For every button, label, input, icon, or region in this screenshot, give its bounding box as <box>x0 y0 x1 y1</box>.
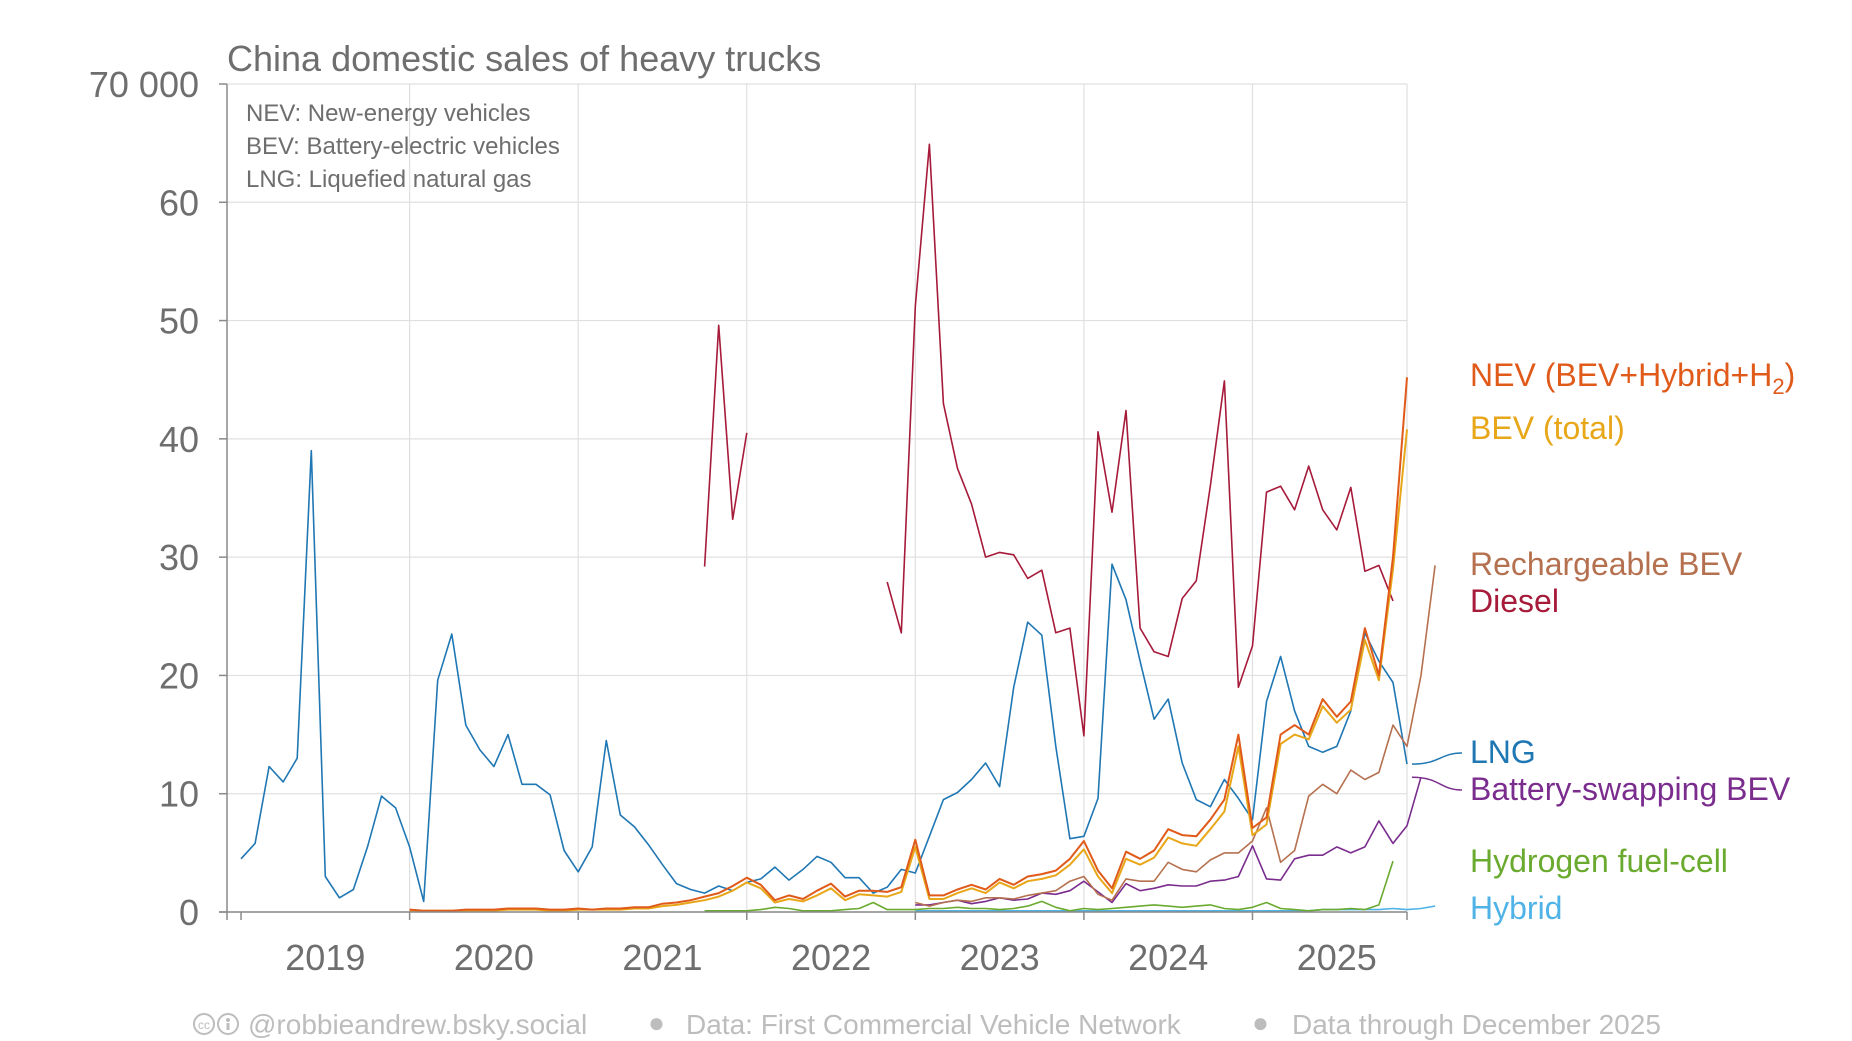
note-1: BEV: Battery-electric vehicles <box>246 133 560 160</box>
x-tick-labels: 2019 2020 2021 2022 2023 2024 2025 <box>285 937 1377 978</box>
legend-diesel: Diesel <box>1470 583 1559 619</box>
x-tick-label-2022: 2022 <box>791 937 871 978</box>
x-tick-label-2024: 2024 <box>1128 937 1208 978</box>
svg-text:cc: cc <box>198 1018 210 1032</box>
footer-through: Data through December 2025 <box>1292 1009 1661 1040</box>
legend-hydrogen-fuel-cell: Hydrogen fuel-cell <box>1470 843 1728 879</box>
series-line-nev-bev-hybrid-h <box>409 377 1408 912</box>
footer-bullet-2: ● <box>1252 1007 1269 1038</box>
series-layer <box>240 143 1436 912</box>
legend-connector-lng <box>1411 752 1463 765</box>
x-tick-label-2021: 2021 <box>622 937 702 978</box>
y-tick-label: 40 <box>159 419 199 460</box>
legend-nev-bev-hybrid-h: NEV (BEV+Hybrid+H2) <box>1470 357 1795 399</box>
series-line-hydrogen-fuel-cell <box>704 860 1394 912</box>
series-line-rechargeable-bev <box>915 565 1436 907</box>
legend-battery-swapping-bev: Battery-swapping BEV <box>1470 771 1791 807</box>
y-tick-labels: 0 10 20 30 40 50 60 70 000 <box>89 64 199 933</box>
x-tick-label-2025: 2025 <box>1297 937 1377 978</box>
x-tick-label-2020: 2020 <box>454 937 534 978</box>
series-line-lng <box>240 449 1408 903</box>
grid-layer <box>227 83 1408 913</box>
legend-connector-battery-swapping <box>1411 776 1463 791</box>
note-0: NEV: New-energy vehicles <box>246 100 531 127</box>
chart-title: China domestic sales of heavy trucks <box>227 38 821 79</box>
y-tick-label: 50 <box>159 301 199 342</box>
series-line-bev-total <box>409 429 1408 912</box>
x-tick-label-2023: 2023 <box>960 937 1040 978</box>
creative-commons-by-icon: cc <box>193 1013 239 1035</box>
note-2: LNG: Liquefied natural gas <box>246 166 532 193</box>
footer-bullet-1: ● <box>648 1007 665 1038</box>
legend-bev-total: BEV (total) <box>1470 410 1625 446</box>
y-tick-label: 60 <box>159 182 199 223</box>
y-tick-label-top: 70 000 <box>89 64 199 105</box>
y-tick-label: 20 <box>159 655 199 696</box>
legend: NEV (BEV+Hybrid+H2) BEV (total) Rechargeab… <box>1411 357 1795 926</box>
footer-author[interactable]: @robbieandrew.bsky.social <box>248 1009 587 1040</box>
y-tick-label: 30 <box>159 537 199 578</box>
footer-source: Data: First Commercial Vehicle Network <box>686 1009 1182 1040</box>
series-line-hybrid <box>915 905 1436 912</box>
y-tick-label: 10 <box>159 774 199 815</box>
x-tick-label-2019: 2019 <box>285 937 365 978</box>
y-tick-label: 0 <box>179 892 199 933</box>
series-line-diesel <box>703 143 1394 737</box>
legend-lng: LNG <box>1470 734 1536 770</box>
legend-hybrid: Hybrid <box>1470 890 1562 926</box>
legend-rechargeable-bev: Rechargeable BEV <box>1470 546 1743 582</box>
notes: NEV: New-energy vehicles BEV: Battery-ele… <box>246 100 560 193</box>
axes-layer <box>219 83 1408 920</box>
footer: cc @robbieandrew.bsky.social ● Data: Fir… <box>193 1007 1661 1040</box>
